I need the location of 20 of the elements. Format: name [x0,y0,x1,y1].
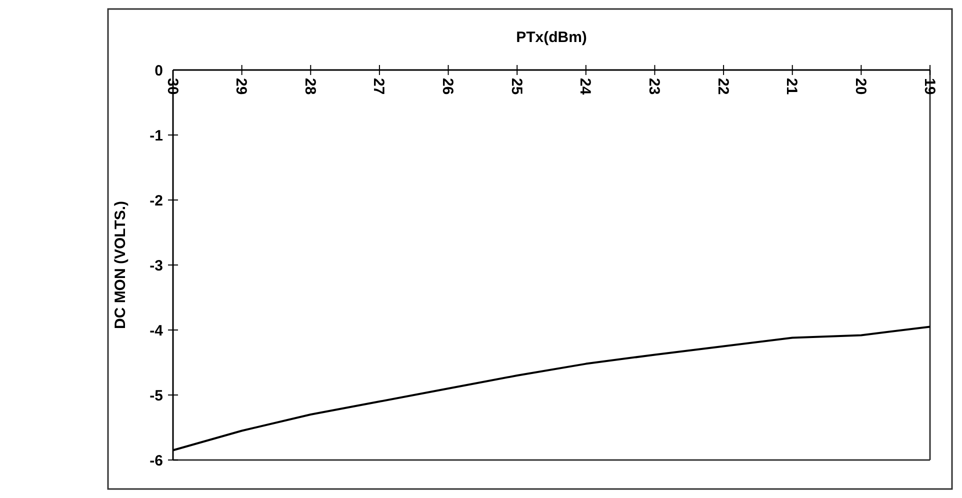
y-tick-label: -1 [150,127,163,144]
x-tick-label: 22 [714,78,732,95]
x-tick-label: 26 [439,78,456,95]
x-tick-label: 23 [645,78,662,95]
x-axis-title: PTx(dBm) [516,29,587,46]
x-tick-label: 20 [852,78,869,95]
x-tick-label: 19 [920,78,938,95]
y-tick-label: 0 [154,62,163,80]
y-axis-title: DC MON (VOLTS.) [112,200,129,330]
y-tick-label: -2 [150,192,163,210]
x-tick-label: 21 [783,78,800,95]
x-tick-label: 24 [576,78,594,96]
y-tick-label: -4 [150,322,164,340]
y-tick-label: -6 [150,452,163,470]
x-tick-label: 25 [508,78,525,95]
y-tick-label: -5 [150,387,163,404]
y-tick-label: -3 [150,257,163,274]
x-tick-label: 28 [301,78,318,95]
x-tick-label: 29 [232,78,250,95]
x-tick-label: 27 [370,78,388,95]
